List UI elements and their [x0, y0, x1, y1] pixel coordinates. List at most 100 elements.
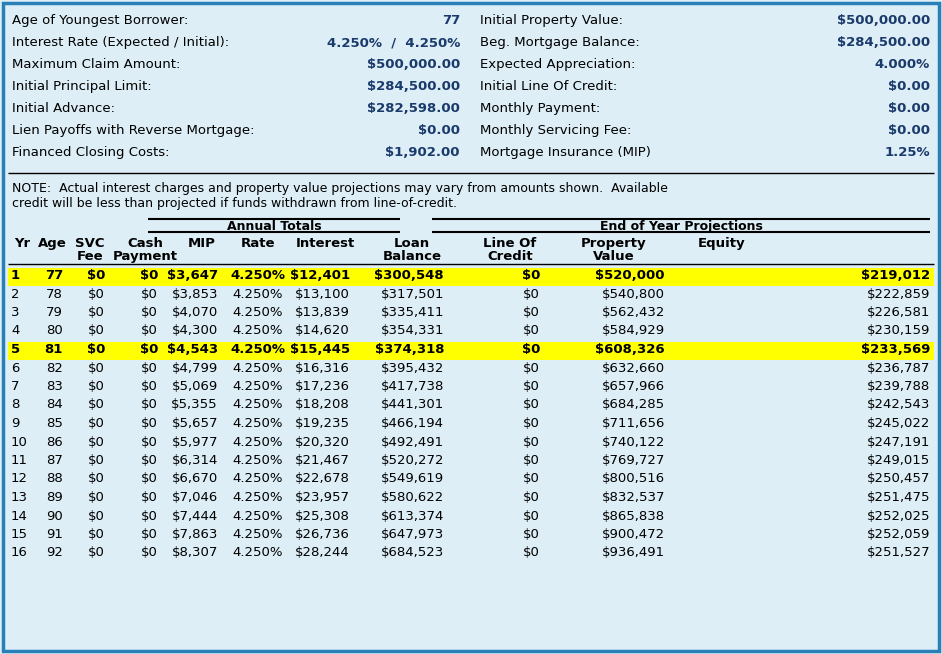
Text: 11: 11 [11, 454, 28, 467]
Text: $800,516: $800,516 [602, 472, 665, 485]
Text: Payment: Payment [112, 250, 177, 263]
Text: 4.250%: 4.250% [231, 343, 285, 356]
Text: Initial Advance:: Initial Advance: [12, 102, 115, 115]
Text: $317,501: $317,501 [381, 288, 444, 300]
Text: $0: $0 [141, 454, 158, 467]
Text: Rate: Rate [241, 237, 275, 250]
Text: $17,236: $17,236 [295, 380, 350, 393]
Text: $540,800: $540,800 [602, 288, 665, 300]
Text: 4.250%: 4.250% [233, 417, 284, 430]
Text: 4.250%: 4.250% [233, 324, 284, 337]
Text: Fee: Fee [76, 250, 104, 263]
Text: $0.00: $0.00 [888, 102, 930, 115]
Text: $0: $0 [141, 362, 158, 375]
Text: 4.250%: 4.250% [231, 269, 285, 282]
Text: $580,622: $580,622 [381, 491, 444, 504]
Text: $13,100: $13,100 [295, 288, 350, 300]
Text: $4,300: $4,300 [171, 324, 218, 337]
Text: Loan: Loan [394, 237, 430, 250]
Text: 77: 77 [45, 269, 63, 282]
Text: Yr: Yr [14, 237, 30, 250]
Text: $657,966: $657,966 [602, 380, 665, 393]
Text: $0: $0 [89, 417, 105, 430]
Text: $832,537: $832,537 [602, 491, 665, 504]
Text: $0: $0 [523, 528, 540, 541]
Text: Credit: Credit [487, 250, 533, 263]
Text: $0: $0 [523, 324, 540, 337]
Text: $417,738: $417,738 [381, 380, 444, 393]
Text: $0: $0 [523, 417, 540, 430]
Text: $7,863: $7,863 [171, 528, 218, 541]
Text: $4,799: $4,799 [171, 362, 218, 375]
Text: $230,159: $230,159 [867, 324, 930, 337]
Text: 82: 82 [46, 362, 63, 375]
Text: $0: $0 [141, 547, 158, 560]
Text: $16,316: $16,316 [295, 362, 350, 375]
Text: $865,838: $865,838 [602, 509, 665, 523]
Text: Annual Totals: Annual Totals [227, 220, 321, 233]
Text: $0: $0 [523, 398, 540, 411]
Text: $374,318: $374,318 [375, 343, 444, 356]
Text: $0: $0 [141, 472, 158, 485]
Text: $608,326: $608,326 [595, 343, 665, 356]
Text: $0: $0 [89, 547, 105, 560]
Text: $500,000.00: $500,000.00 [836, 14, 930, 27]
Text: $520,000: $520,000 [595, 269, 665, 282]
Bar [8, 342, 934, 360]
Text: $0: $0 [141, 491, 158, 504]
Text: $7,046: $7,046 [171, 491, 218, 504]
Text: 77: 77 [442, 14, 460, 27]
Text: $5,355: $5,355 [171, 398, 218, 411]
Text: Expected Appreciation:: Expected Appreciation: [480, 58, 635, 71]
Text: 4.250%: 4.250% [233, 454, 284, 467]
Text: $0: $0 [89, 509, 105, 523]
Text: $562,432: $562,432 [602, 306, 665, 319]
Text: $900,472: $900,472 [602, 528, 665, 541]
Text: $0: $0 [89, 398, 105, 411]
Text: $1,902.00: $1,902.00 [385, 146, 460, 159]
Text: $5,977: $5,977 [171, 436, 218, 449]
Text: 80: 80 [46, 324, 63, 337]
Text: $0: $0 [141, 288, 158, 300]
Text: $245,022: $245,022 [867, 417, 930, 430]
Text: $0: $0 [523, 306, 540, 319]
Text: 4.250%: 4.250% [233, 436, 284, 449]
Text: $249,015: $249,015 [867, 454, 930, 467]
Text: 9: 9 [11, 417, 20, 430]
Text: 16: 16 [11, 547, 28, 560]
Text: $466,194: $466,194 [381, 417, 444, 430]
Text: End of Year Projections: End of Year Projections [599, 220, 762, 233]
Text: Lien Payoffs with Reverse Mortgage:: Lien Payoffs with Reverse Mortgage: [12, 124, 254, 137]
Text: 7: 7 [11, 380, 20, 393]
Text: 4.250%: 4.250% [233, 509, 284, 523]
Text: $0: $0 [139, 269, 158, 282]
Text: $6,314: $6,314 [171, 454, 218, 467]
Text: $251,527: $251,527 [867, 547, 930, 560]
Text: $0: $0 [523, 547, 540, 560]
Text: $740,122: $740,122 [602, 436, 665, 449]
Text: 4.000%: 4.000% [875, 58, 930, 71]
Text: $0: $0 [523, 380, 540, 393]
Text: 79: 79 [46, 306, 63, 319]
Text: 4.250%: 4.250% [233, 491, 284, 504]
Text: Initial Property Value:: Initial Property Value: [480, 14, 623, 27]
Text: $613,374: $613,374 [381, 509, 444, 523]
Text: $252,025: $252,025 [867, 509, 930, 523]
Text: Financed Closing Costs:: Financed Closing Costs: [12, 146, 170, 159]
Text: $0: $0 [523, 454, 540, 467]
Text: $0: $0 [89, 436, 105, 449]
Text: Property: Property [581, 237, 647, 250]
Text: $222,859: $222,859 [867, 288, 930, 300]
Text: $0: $0 [89, 472, 105, 485]
Text: 4.250%: 4.250% [233, 398, 284, 411]
Text: $0: $0 [523, 509, 540, 523]
Text: $0: $0 [141, 398, 158, 411]
Text: Value: Value [593, 250, 635, 263]
Text: $19,235: $19,235 [295, 417, 350, 430]
Text: $15,445: $15,445 [290, 343, 350, 356]
Text: 4.250%: 4.250% [233, 547, 284, 560]
Text: Age: Age [38, 237, 66, 250]
Text: Equity: Equity [698, 237, 746, 250]
Text: 12: 12 [11, 472, 28, 485]
Text: $684,523: $684,523 [381, 547, 444, 560]
